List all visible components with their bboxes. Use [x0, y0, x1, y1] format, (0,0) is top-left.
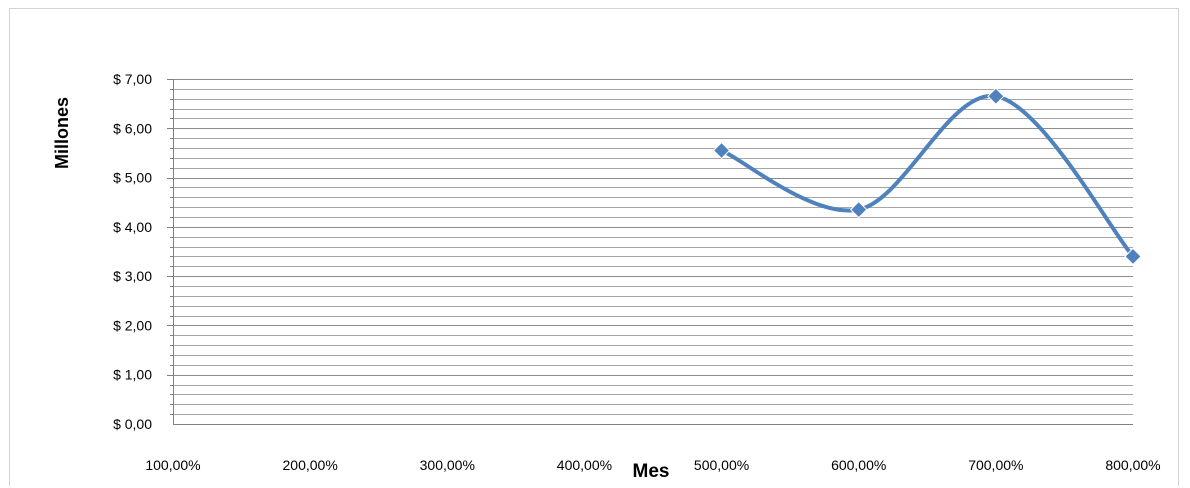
data-point-marker — [712, 141, 731, 160]
x-axis-title: Mes — [633, 461, 670, 482]
y-tick-label: $ 3,00 — [113, 268, 152, 284]
series-line — [719, 94, 1135, 259]
y-tick-label: $ 1,00 — [113, 367, 152, 383]
x-tick-label: 500,00% — [694, 457, 749, 473]
data-point-marker — [850, 200, 868, 219]
data-point-marker — [1124, 247, 1142, 266]
axes — [167, 79, 1133, 425]
y-tick-label: $ 6,00 — [113, 120, 152, 136]
x-tick-label: 200,00% — [283, 457, 338, 473]
y-tick-label: $ 2,00 — [113, 317, 152, 333]
x-tick-label: 600,00% — [831, 457, 886, 473]
y-axis-title: Millones — [52, 97, 72, 169]
y-tick-label: $ 0,00 — [113, 416, 152, 432]
y-tick-label: $ 4,00 — [113, 219, 152, 235]
y-tick-label: $ 5,00 — [113, 170, 152, 186]
x-tick-label: 100,00% — [145, 457, 200, 473]
data-point-marker — [987, 87, 1005, 105]
x-tick-label: 300,00% — [420, 457, 475, 473]
series-layer — [712, 87, 1142, 266]
y-tick-label: $ 7,00 — [113, 71, 152, 87]
gridlines — [173, 79, 1133, 415]
x-tick-label: 700,00% — [968, 457, 1023, 473]
tick-labels: $ 0,00 $ 1,00 $ 2,00 $ 3,00 $ 4,00 $ 5,00 $ 6,… — [113, 71, 1161, 473]
x-tick-label: 800,00% — [1105, 457, 1160, 473]
x-tick-label: 400,00% — [557, 457, 612, 473]
